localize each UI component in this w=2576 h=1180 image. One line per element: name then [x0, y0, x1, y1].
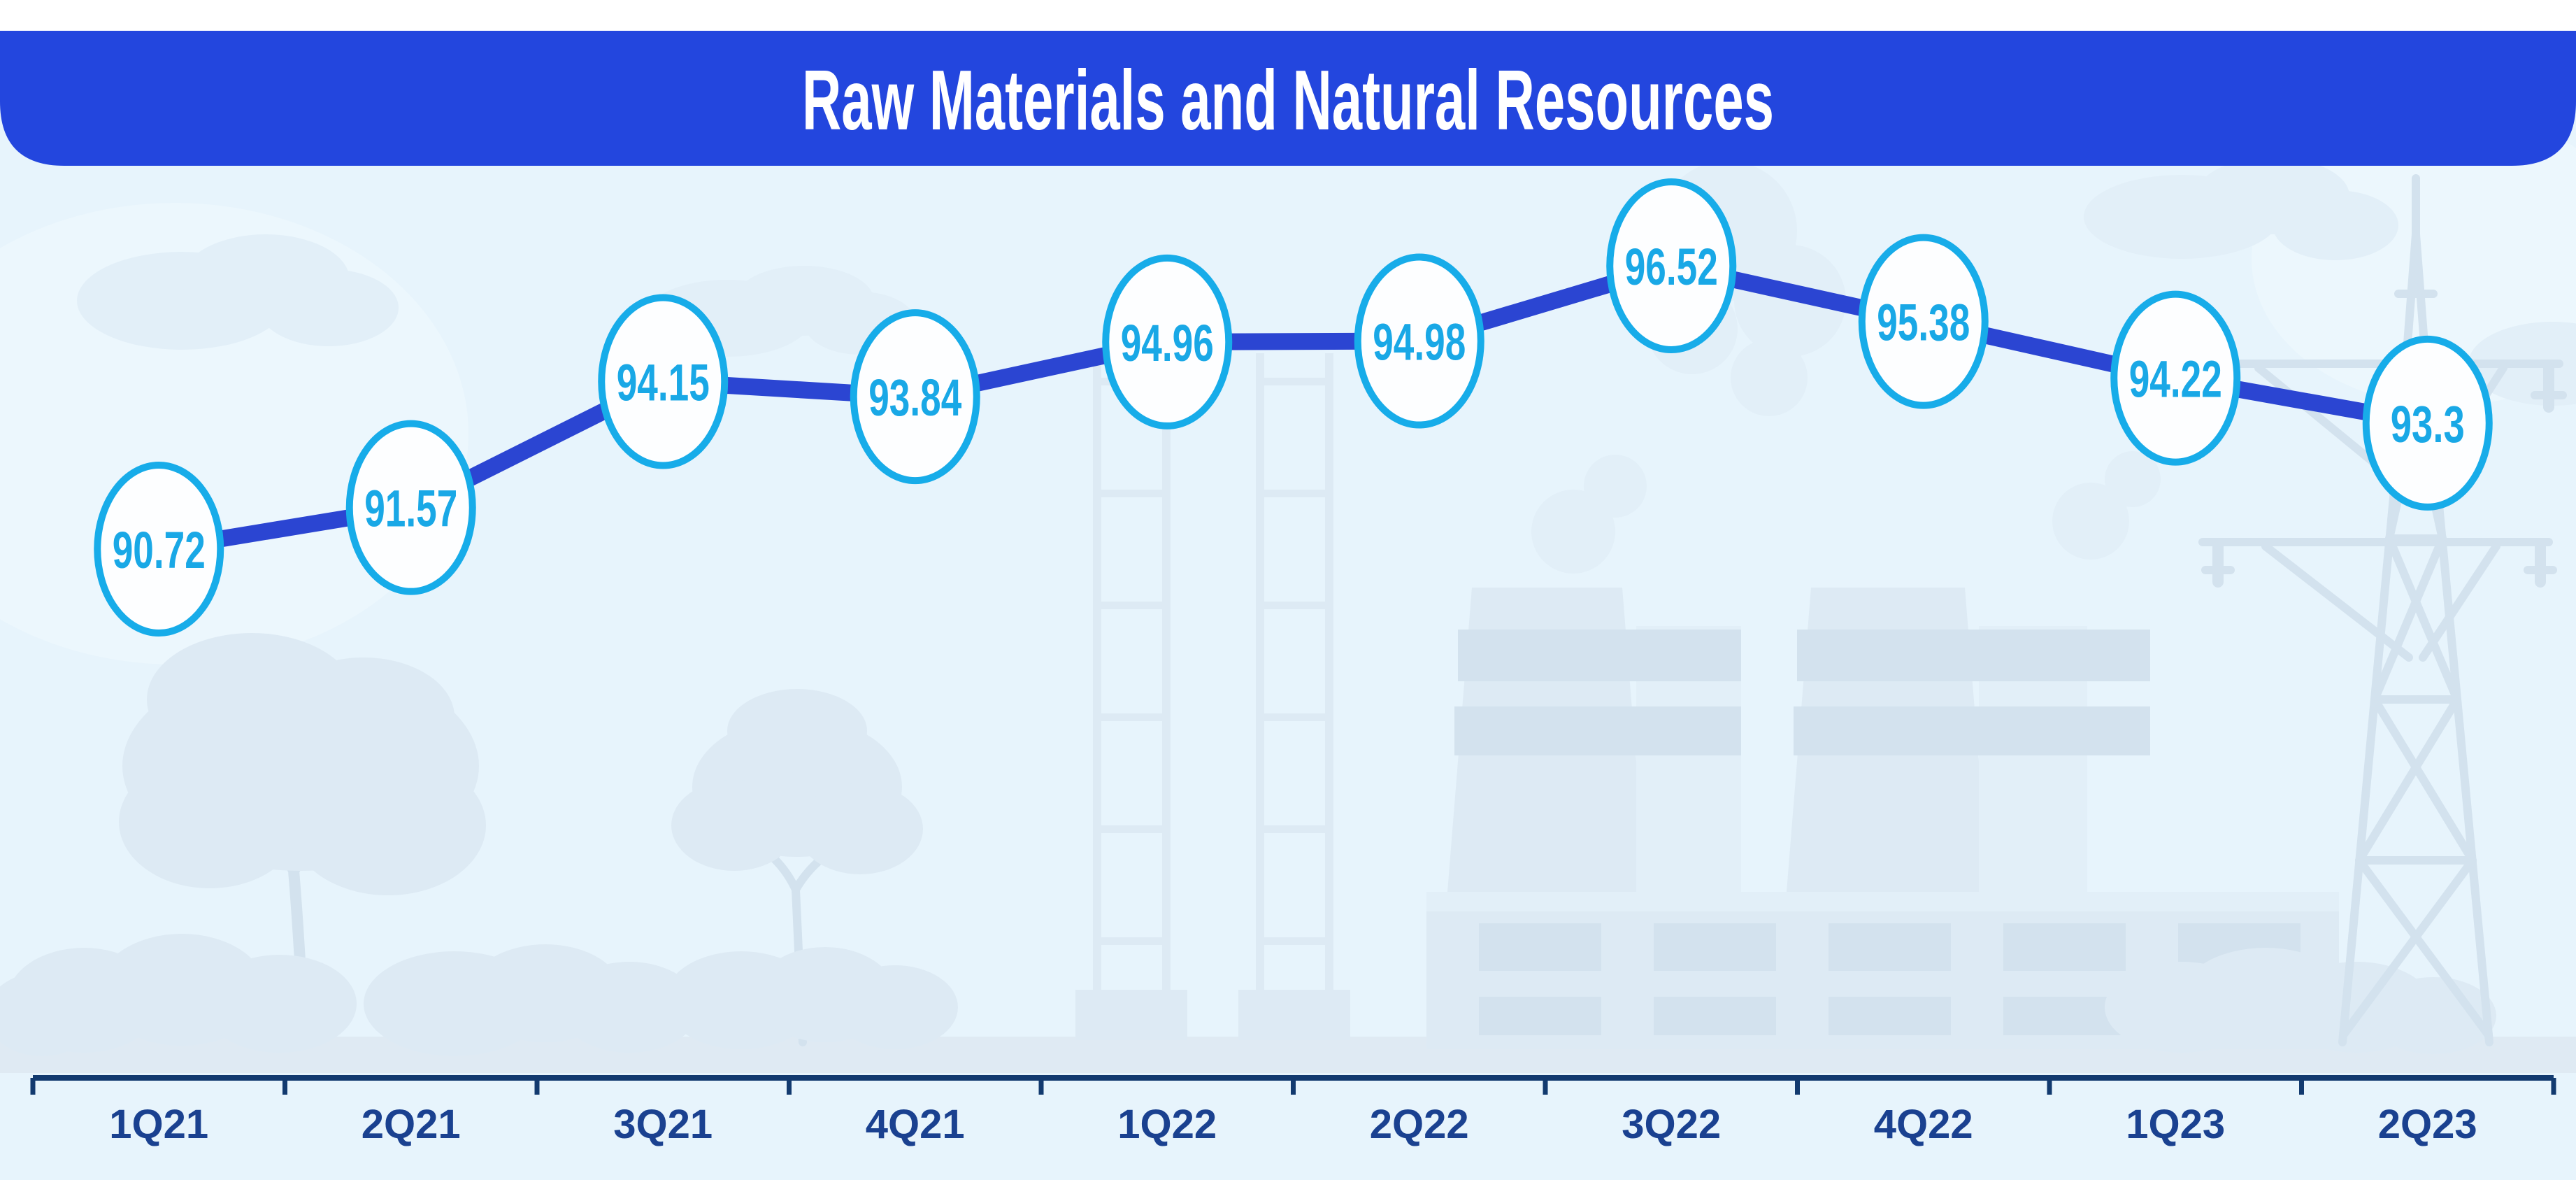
data-points: 90.72 91.57 94.15 93.84 94.96 94.98 96.52 95.38…: [94, 178, 2493, 637]
marker-circle: [94, 462, 224, 637]
data-point-2Q23: 93.3: [2362, 335, 2493, 511]
value-label: 94.98: [1373, 313, 1466, 371]
marker-circle: [850, 309, 980, 485]
title-banner: [0, 31, 2576, 166]
background-illustration: [0, 112, 2576, 1073]
x-axis-label: 3Q21: [613, 1102, 713, 1147]
data-point-4Q21: 93.84: [850, 309, 980, 485]
data-point-1Q22: 94.96: [1102, 254, 1233, 429]
cloud-icon: [77, 234, 399, 350]
x-axis-label: 2Q22: [1370, 1102, 1469, 1147]
value-label: 94.22: [2129, 350, 2222, 408]
data-point-1Q21: 90.72: [94, 462, 224, 637]
data-point-3Q22: 96.52: [1606, 178, 1737, 353]
value-label: 93.84: [868, 369, 961, 427]
tree-icon: [119, 633, 486, 1048]
bushes-icon: [0, 934, 2496, 1056]
trend-line: [157, 257, 2429, 557]
x-axis-label: 2Q21: [362, 1102, 461, 1147]
data-point-4Q22: 95.38: [1858, 234, 1989, 409]
data-point-3Q21: 94.15: [598, 294, 729, 469]
data-point-1Q23: 94.22: [2110, 290, 2241, 466]
value-label: 95.38: [1877, 294, 1970, 352]
marker-circle: [1102, 254, 1233, 429]
x-axis-label: 3Q22: [1622, 1102, 1721, 1147]
marker-circle: [2110, 290, 2241, 466]
marker-circle: [1606, 178, 1737, 353]
x-axis-label: 4Q21: [866, 1102, 965, 1147]
value-label: 93.3: [2391, 395, 2465, 453]
x-axis-label: 1Q22: [1117, 1102, 1217, 1147]
chart: 90.72 91.57 94.15 93.84 94.96 94.98 96.52 95.38…: [94, 178, 2493, 637]
x-axis-label: 1Q21: [109, 1102, 208, 1147]
data-point-2Q21: 91.57: [345, 420, 476, 595]
x-axis-label: 1Q23: [2126, 1102, 2225, 1147]
value-label: 90.72: [113, 521, 206, 579]
x-axis-label: 2Q23: [2378, 1102, 2477, 1147]
marker-circle: [2362, 335, 2493, 511]
tree-icon: [671, 689, 923, 1046]
value-label: 91.57: [364, 480, 457, 538]
x-axis-label: 4Q22: [1874, 1102, 1973, 1147]
value-label: 94.15: [617, 353, 710, 411]
marker-circle: [345, 420, 476, 595]
factory-icon: [1426, 588, 2339, 1049]
marker-circle: [1858, 234, 1989, 409]
scaffold-tower-icon: [1075, 353, 1187, 1040]
value-label: 96.52: [1625, 238, 1718, 296]
marker-circle: [598, 294, 729, 469]
marker-circle: [1354, 253, 1484, 429]
value-label: 94.96: [1121, 314, 1214, 372]
scaffold-tower-icon: [1238, 353, 1350, 1040]
page-title: Raw Materials and Natural Resources: [802, 52, 1774, 148]
data-point-2Q22: 94.98: [1354, 253, 1484, 429]
x-axis: 1Q21 2Q21 3Q21 4Q21 1Q22 2Q22 3Q22 4Q22 1Q23 2Q23: [30, 1075, 2556, 1147]
